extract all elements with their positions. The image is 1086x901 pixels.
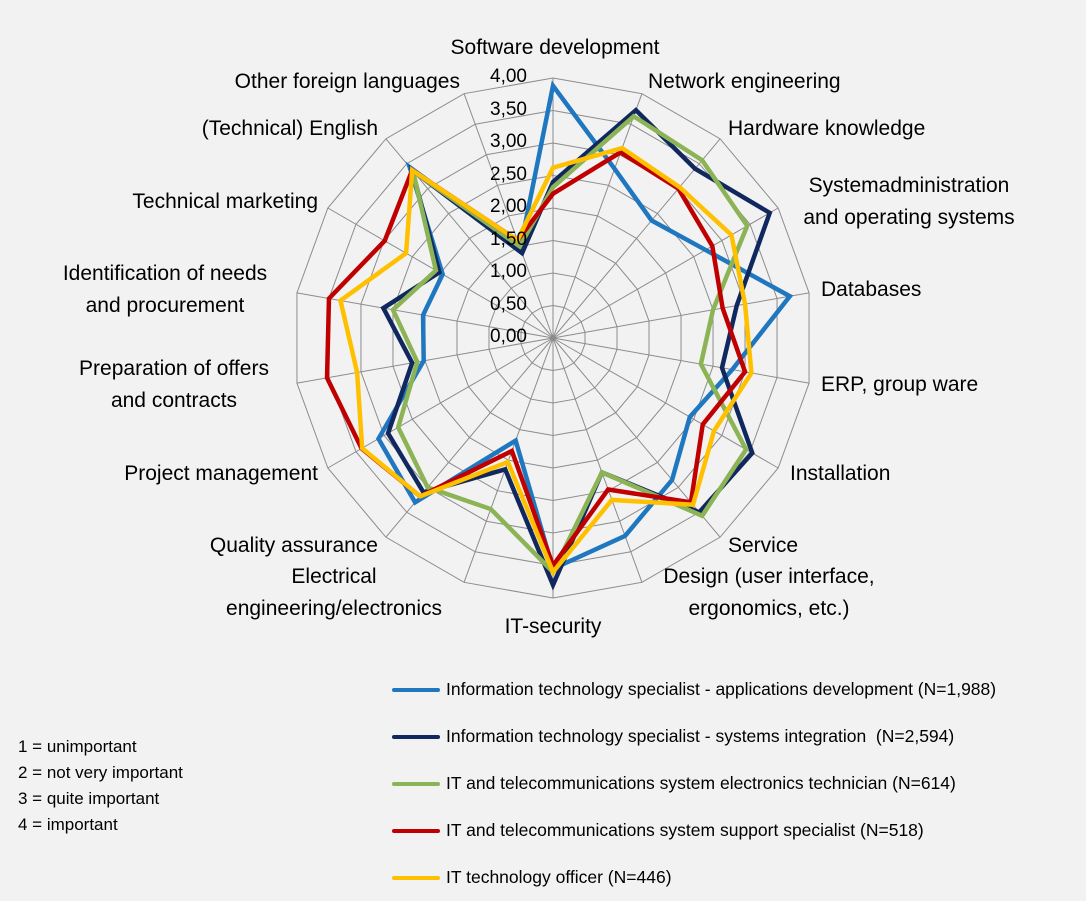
axis-label-text: Software development	[450, 36, 660, 59]
legend-item-systems-integration: Information technology specialist - syst…	[392, 713, 996, 760]
legend-label: Information technology specialist - syst…	[446, 726, 955, 746]
axis-label-project-management: Project management	[60, 458, 318, 490]
tick-label: 1,00	[490, 261, 527, 282]
tick-label: 2,50	[490, 163, 527, 185]
legend-label: IT and telecommunications system electro…	[446, 773, 956, 793]
axis-label-text: Service	[728, 534, 799, 557]
axis-label-text: Identification of needs	[62, 262, 268, 285]
axis-label-installation: Installation	[790, 458, 890, 490]
axis-label-systemadministration: Systemadministration and operating system…	[786, 170, 1032, 234]
tick-label: 2,00	[490, 196, 527, 217]
axis-label-erp: ERP, group ware	[821, 369, 978, 401]
legend-swatch	[392, 687, 440, 692]
axis-label-text: (Technical) English	[201, 117, 378, 140]
axis-label-it-security: IT-security	[473, 611, 633, 643]
axis-label-identification-of-needs: Identification of needs and procurement	[36, 258, 294, 322]
grid-spoke	[552, 337, 643, 583]
legend-swatch	[392, 734, 440, 739]
legend-swatch	[392, 781, 440, 786]
scale-note: 2 = not very important	[18, 763, 183, 782]
axis-label-text: Design (user interface,	[663, 565, 875, 588]
axis-label-electrical-engineering: Electrical engineering/electronics	[196, 561, 472, 625]
series-line-3	[324, 149, 748, 571]
axis-label-text: Quality assurance	[209, 534, 378, 557]
axis-label-text: Technical marketing	[132, 190, 318, 213]
legend-item-technology-officer: IT technology officer (N=446)	[392, 854, 996, 901]
tick-label: 0,50	[490, 293, 527, 315]
axis-label-text: Databases	[821, 278, 922, 301]
legend-swatch	[392, 828, 440, 833]
scale-notes: 1 = unimportant 2 = not very important 3…	[18, 734, 183, 838]
axis-label-text: Other foreign languages	[234, 70, 460, 93]
axis-label-software-development: Software development	[415, 32, 695, 64]
legend-item-support-specialist: IT and telecommunications system support…	[392, 807, 996, 854]
legend-label: Information technology specialist - appl…	[446, 679, 997, 699]
chart-legend: Information technology specialist - appl…	[392, 666, 996, 901]
scale-note: 3 = quite important	[18, 789, 160, 808]
tick-label: 3,50	[490, 98, 527, 120]
axis-label-text: and contracts	[110, 389, 238, 412]
axis-label-databases: Databases	[821, 274, 921, 306]
grid-spoke	[552, 337, 779, 469]
axis-label-text: IT-security	[504, 615, 602, 638]
tick-label: 0,00	[490, 326, 527, 347]
grid-spoke	[463, 93, 554, 339]
axis-label-text: engineering/electronics	[226, 597, 442, 620]
radar-series	[324, 80, 794, 591]
axis-label-text: Systemadministration	[808, 174, 1010, 197]
grid-spoke	[552, 138, 721, 339]
axis-label-technical-marketing: Technical marketing	[60, 186, 318, 218]
axis-label-hardware-knowledge: Hardware knowledge	[728, 113, 925, 145]
legend-swatch	[392, 875, 440, 880]
series-line-4	[337, 145, 754, 577]
legend-label: IT technology officer (N=446)	[446, 867, 672, 887]
axis-label-text: and operating systems	[803, 206, 1015, 229]
legend-item-applications-development: Information technology specialist - appl…	[392, 666, 996, 713]
grid-spoke	[552, 292, 810, 339]
tick-label: 3,00	[490, 131, 527, 152]
tick-label: 4,00	[490, 66, 527, 87]
legend-label: IT and telecommunications system support…	[446, 820, 924, 840]
axis-label-other-foreign-languages: Other foreign languages	[160, 66, 460, 98]
grid-spoke	[327, 337, 554, 469]
grid-spoke	[552, 207, 779, 339]
axis-label-quality-assurance: Quality assurance	[150, 530, 378, 562]
axis-label-preparation-of-offers: Preparation of offers and contracts	[54, 353, 294, 417]
axis-label-text: and procurement	[85, 294, 245, 317]
axis-label-text: ergonomics, etc.)	[688, 597, 850, 620]
axis-label-text: Hardware knowledge	[728, 117, 926, 140]
scale-note: 4 = important	[18, 815, 118, 834]
axis-label-text: Network engineering	[648, 70, 841, 93]
axis-label-technical-english: (Technical) English	[120, 113, 378, 145]
axis-label-text: Electrical	[291, 565, 377, 588]
axis-label-network-engineering: Network engineering	[648, 66, 841, 98]
axis-label-text: Project management	[124, 462, 318, 485]
scale-note: 1 = unimportant	[18, 737, 137, 756]
legend-item-electronics-technician: IT and telecommunications system electro…	[392, 760, 996, 807]
grid-spoke	[552, 93, 643, 339]
axis-label-text: Preparation of offers	[79, 357, 269, 380]
axis-label-text: ERP, group ware	[821, 373, 979, 396]
tick-label: 1,50	[490, 228, 527, 250]
axis-label-service: Service	[728, 530, 798, 562]
axis-label-text: Installation	[790, 462, 891, 485]
grid-spoke	[552, 337, 721, 538]
series-line-1	[380, 107, 773, 591]
grid-spoke	[552, 337, 810, 384]
axis-label-design: Design (user interface, ergonomics, etc.)	[646, 561, 892, 625]
